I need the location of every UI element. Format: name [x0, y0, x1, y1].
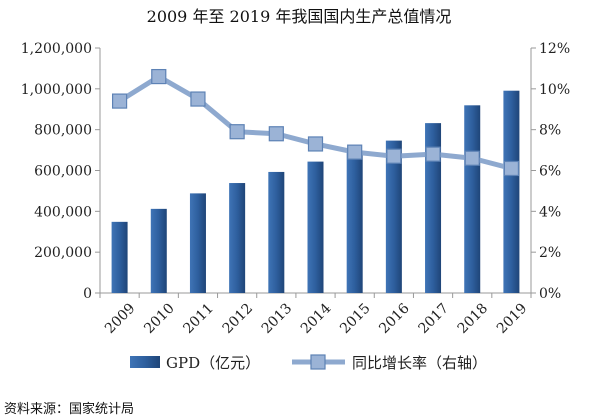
x-tick-label: 2018 [455, 300, 492, 337]
legend-swatch-growth-marker [310, 354, 326, 370]
y-right-tick-label: 8% [539, 123, 561, 139]
legend-swatch-gdp [130, 356, 160, 368]
y-left-tick-label: 200,000 [34, 245, 92, 261]
point-growth-rate [151, 68, 167, 85]
bar-gdp [229, 183, 246, 293]
bar-gdp [464, 105, 481, 293]
source-note: 资料来源：国家统计局 [4, 402, 135, 417]
bar-gdp [346, 152, 363, 293]
point-growth-rate [190, 91, 206, 107]
point-growth-rate [503, 160, 520, 177]
y-left-tick-label: 800,000 [34, 123, 92, 139]
x-tick-label: 2019 [494, 300, 531, 337]
point-growth-rate [347, 144, 363, 160]
y-right-tick-label: 2% [539, 245, 561, 261]
y-right-tick-label: 12% [539, 41, 570, 57]
chart-title: 2009 年至 2019 年我国国内生产总值情况 [147, 7, 452, 26]
y-right-tick-label: 0% [539, 286, 561, 302]
bar-gdp [189, 193, 206, 293]
y-left-tick-label: 1,000,000 [21, 82, 92, 98]
y-right-tick-label: 10% [539, 82, 570, 98]
line-growth-rate [118, 74, 513, 171]
bar-gdp [503, 90, 520, 293]
x-tick-label: 2017 [415, 300, 452, 337]
legend-label-growth: 同比增长率（右轴） [352, 354, 487, 372]
point-growth-rate [425, 146, 441, 162]
point-growth-rate [386, 148, 402, 164]
y-right-tick-label: 6% [539, 164, 561, 180]
legend-label-gdp: GPD（亿元） [166, 354, 260, 372]
bar-gdp [385, 140, 402, 293]
bar-gdp [307, 161, 324, 293]
point-growth-rate [464, 150, 480, 166]
x-tick-label: 2016 [376, 300, 413, 337]
x-tick-label: 2014 [298, 300, 335, 337]
plot-area: 0 200,000 400,000 600,000 800,000 1,000,000 1,… [21, 41, 570, 337]
x-tick-label: 2012 [220, 300, 257, 337]
x-tick-label: 2013 [259, 300, 296, 337]
y-left-tick-label: 600,000 [34, 164, 92, 180]
y-left-tick-label: 1,200,000 [21, 41, 92, 57]
y-left-tick-label: 0 [83, 286, 92, 302]
x-tick-label: 2011 [180, 300, 217, 337]
point-growth-rate [307, 136, 324, 152]
point-growth-rate [111, 93, 128, 109]
y-left-tick-label: 400,000 [34, 204, 92, 220]
bar-gdp [111, 221, 128, 293]
bar-gdp [268, 171, 285, 293]
y-right-tick-label: 4% [539, 204, 561, 220]
x-tick-label: 2015 [337, 300, 374, 337]
point-growth-rate [268, 126, 284, 142]
x-tick-label: 2010 [141, 300, 178, 337]
x-tick-label: 2009 [102, 300, 139, 337]
bar-gdp [425, 123, 442, 294]
legend: GPD（亿元） 同比增长率（右轴） [130, 354, 487, 372]
point-growth-rate [229, 124, 245, 140]
bar-gdp [150, 208, 167, 293]
